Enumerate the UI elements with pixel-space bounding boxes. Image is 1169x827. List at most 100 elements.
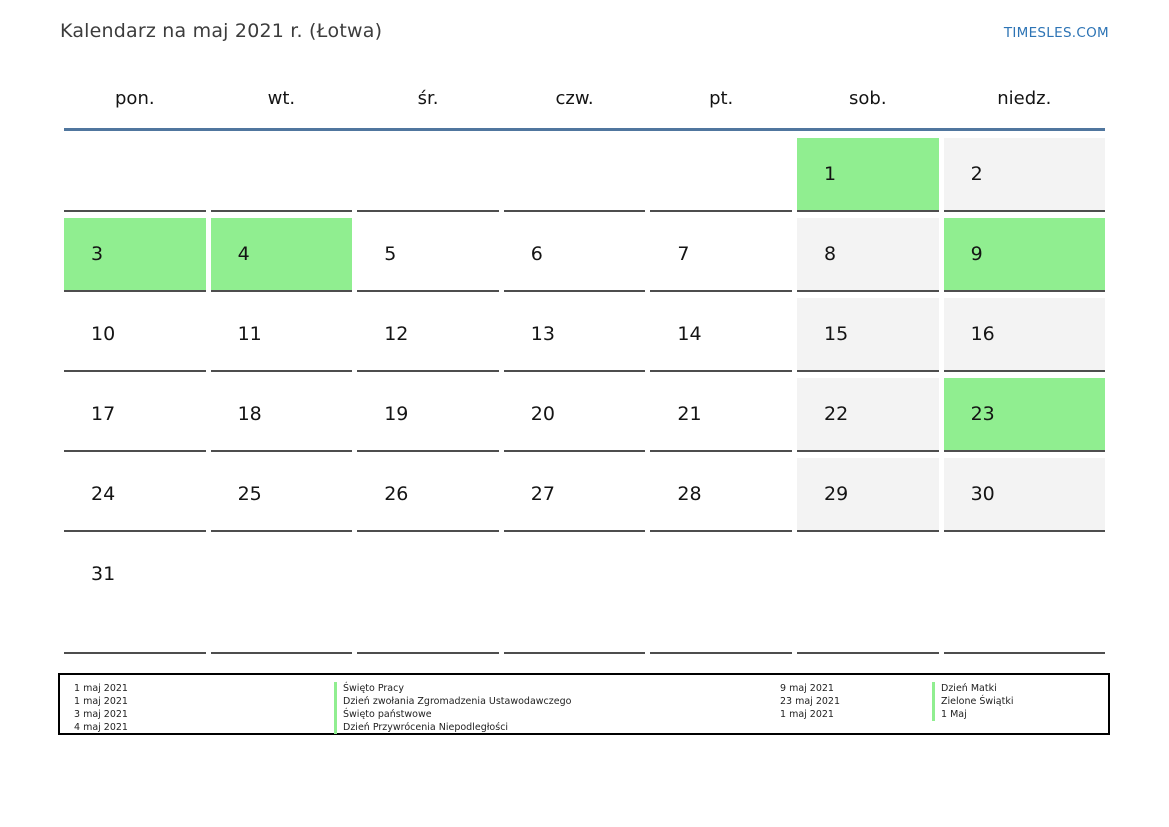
empty-cell (210, 538, 353, 654)
day-cell-16: 16 (943, 298, 1105, 372)
day-number: 4 (237, 243, 250, 265)
day-cell-18: 18 (210, 378, 353, 452)
legend-holiday-name: Dzień Przywrócenia Niepodległości (334, 721, 508, 734)
day-cell-28: 28 (650, 458, 792, 532)
empty-cell (503, 138, 646, 212)
day-number: 12 (384, 323, 409, 345)
legend-date: 1 maj 2021 (74, 683, 128, 694)
day-cell-20: 20 (503, 378, 646, 452)
weekday-header-czw: czw. (555, 88, 594, 109)
empty-cell (357, 538, 499, 654)
weekday-header-sob: sob. (849, 88, 887, 109)
day-cell-1: 1 (796, 138, 939, 212)
weekday-header-pon: pon. (115, 88, 155, 109)
day-cell-14: 14 (650, 298, 792, 372)
empty-cell (210, 138, 353, 212)
day-cell-31: 31 (64, 538, 206, 654)
legend-date: 4 maj 2021 (74, 722, 128, 733)
day-number: 1 (823, 163, 837, 185)
weekday-header-row: pon. wt. śr. czw. pt. sob. niedz. (64, 82, 1105, 128)
legend-entry: 4 maj 2021 Dzień Przywrócenia Niepodległo… (74, 721, 780, 734)
day-cell-2: 2 (943, 138, 1105, 212)
day-number: 29 (823, 483, 849, 505)
day-number: 8 (823, 243, 837, 265)
day-number: 26 (384, 483, 409, 505)
weekday-header-pt: pt. (709, 88, 734, 109)
day-number: 25 (237, 483, 262, 505)
day-number: 13 (530, 323, 555, 345)
legend-date: 9 maj 2021 (780, 683, 834, 694)
day-number: 28 (677, 483, 702, 505)
month-calendar: pon. wt. śr. czw. pt. sob. niedz. 1 2 3 4 5 6 7 8 9 10 1… (64, 82, 1105, 654)
day-cell-23: 23 (943, 378, 1105, 452)
day-number: 19 (384, 403, 409, 425)
legend-holiday-name: Święto Pracy (334, 682, 404, 695)
day-cell-5: 5 (357, 218, 499, 292)
topbar: Kalendarz na maj 2021 r. (Łotwa) TIMESLE… (60, 20, 1109, 42)
day-number: 3 (91, 243, 104, 265)
day-cell-22: 22 (796, 378, 939, 452)
timesles-link[interactable]: TIMESLES.COM (1003, 25, 1109, 41)
legend-column-right: 9 maj 2021 Dzień Matki 23 maj 2021 Zielone … (780, 682, 1108, 733)
legend-entry: 3 maj 2021 Święto państwowe (74, 708, 780, 721)
legend-holiday-name: Zielone Świątki (932, 695, 1013, 708)
empty-cell (650, 538, 792, 654)
legend-date: 3 maj 2021 (74, 709, 128, 720)
day-cell-27: 27 (503, 458, 646, 532)
empty-cell (943, 538, 1105, 654)
day-cell-6: 6 (503, 218, 646, 292)
day-cell-15: 15 (796, 298, 939, 372)
day-number: 7 (677, 243, 690, 265)
day-cell-29: 29 (796, 458, 939, 532)
legend-entry: 1 maj 2021 1 Maj (780, 708, 1108, 721)
legend-entry: 9 maj 2021 Dzień Matki (780, 682, 1108, 695)
day-number: 18 (237, 403, 262, 425)
legend-holiday-name: 1 Maj (932, 708, 967, 721)
day-number: 21 (677, 403, 702, 425)
holiday-legend: 1 maj 2021 Święto Pracy 1 maj 2021 Dzień zw… (58, 673, 1110, 735)
day-cell-11: 11 (210, 298, 353, 372)
day-cell-30: 30 (943, 458, 1105, 532)
day-number: 10 (91, 323, 116, 345)
day-cell-19: 19 (357, 378, 499, 452)
page-title: Kalendarz na maj 2021 r. (Łotwa) (60, 20, 383, 42)
day-number: 17 (91, 403, 116, 425)
legend-entry: 23 maj 2021 Zielone Świątki (780, 695, 1108, 708)
legend-entry: 1 maj 2021 Święto Pracy (74, 682, 780, 695)
day-cell-8: 8 (796, 218, 939, 292)
legend-date: 1 maj 2021 (780, 709, 834, 720)
day-cell-21: 21 (650, 378, 792, 452)
day-cell-12: 12 (357, 298, 499, 372)
day-number: 11 (237, 323, 262, 345)
day-cell-17: 17 (64, 378, 206, 452)
day-number: 9 (970, 243, 983, 265)
day-cell-25: 25 (210, 458, 353, 532)
legend-column-left: 1 maj 2021 Święto Pracy 1 maj 2021 Dzień zw… (74, 682, 780, 734)
empty-cell (796, 538, 939, 654)
day-cell-13: 13 (503, 298, 646, 372)
weekday-header-niedz: niedz. (997, 88, 1052, 109)
day-number: 6 (530, 243, 543, 265)
day-number: 24 (91, 483, 116, 505)
empty-cell (357, 138, 499, 212)
legend-holiday-name: Święto państwowe (334, 708, 432, 721)
day-cell-24: 24 (64, 458, 206, 532)
day-number: 16 (970, 323, 995, 345)
day-cell-9: 9 (943, 218, 1105, 292)
day-number: 14 (677, 323, 702, 345)
empty-cell (650, 138, 792, 212)
day-cell-4: 4 (210, 218, 353, 292)
day-number: 31 (91, 563, 116, 585)
legend-date: 1 maj 2021 (74, 696, 128, 707)
day-number: 20 (530, 403, 555, 425)
empty-cell (503, 538, 646, 654)
day-cell-26: 26 (357, 458, 499, 532)
header-divider (64, 128, 1105, 131)
calendar-grid: 1 2 3 4 5 6 7 8 9 10 11 12 13 14 15 16 17 18 19 20 21 22 23 24 2… (64, 138, 1105, 654)
legend-holiday-name: Dzień zwołania Zgromadzenia Ustawodawcze… (334, 695, 571, 708)
day-number: 30 (970, 483, 995, 505)
day-cell-10: 10 (64, 298, 206, 372)
legend-holiday-name: Dzień Matki (932, 682, 997, 695)
legend-entry: 1 maj 2021 Dzień zwołania Zgromadzenia Us… (74, 695, 780, 708)
